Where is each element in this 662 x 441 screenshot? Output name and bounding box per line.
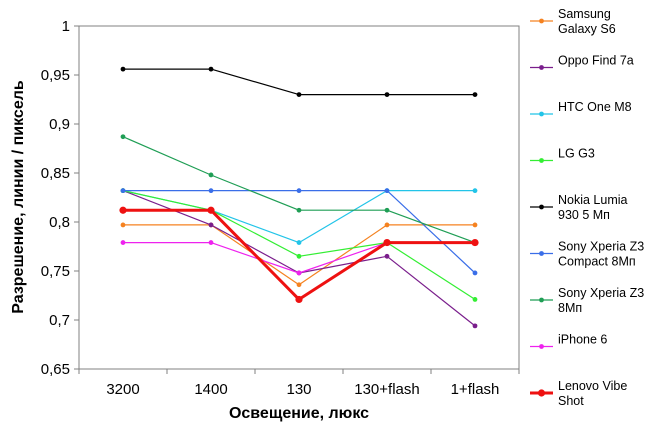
y-axis-ticks: 0,65 0,7 0,75 0,8 0,85 0,9 0,95 1 xyxy=(41,18,79,378)
legend-label: Sony Xperia Z3 8Мп xyxy=(558,286,644,315)
data-point xyxy=(120,240,126,245)
legend-swatch-marker xyxy=(539,251,544,256)
legend-swatch-marker xyxy=(537,389,546,397)
data-point xyxy=(384,207,390,213)
data-point xyxy=(208,188,214,194)
data-point xyxy=(120,188,126,194)
data-point xyxy=(384,188,390,194)
x-axis-title: Освещение, люкс xyxy=(229,405,369,422)
series-lines xyxy=(119,66,479,329)
series-line xyxy=(122,190,475,244)
y-axis-title: Разрешение, линии / пиксель xyxy=(10,80,27,314)
data-point xyxy=(208,172,214,178)
legend-item-sony-xperia-z3-compact-8: Sony Xperia Z3 Compact 8Мп xyxy=(530,240,644,269)
data-point xyxy=(296,92,302,97)
y-tick-label: 0,65 xyxy=(41,361,70,378)
y-tick-label: 1 xyxy=(62,18,70,35)
legend-label: Sony Xperia Z3 Compact 8Мп xyxy=(558,240,644,269)
plot-border xyxy=(78,25,520,370)
data-point xyxy=(472,222,478,228)
legend-item-sony-xperia-z3-8: Sony Xperia Z3 8Мп xyxy=(530,286,644,315)
legend-item-lg-g3: LG G3 xyxy=(530,147,595,163)
data-point xyxy=(472,270,478,276)
series-htc-one-m8 xyxy=(120,188,478,245)
x-tick-label: 130+flash xyxy=(354,381,419,398)
data-point xyxy=(295,295,303,304)
legend-swatch-marker xyxy=(539,297,544,303)
legend-label: Oppo Find 7a xyxy=(558,54,634,68)
legend-swatch-marker xyxy=(539,344,544,349)
legend-swatch-marker xyxy=(539,111,544,117)
y-tick-label: 0,85 xyxy=(41,165,70,182)
legend-label: LG G3 xyxy=(558,147,595,161)
legend-item-iphone-6: iPhone 6 xyxy=(530,333,607,349)
series-sony-xperia-z3-compact-8 xyxy=(120,188,478,276)
x-tick-label: 130 xyxy=(286,381,311,398)
series-line xyxy=(123,68,475,96)
legend-item-htc-one-m8: HTC One M8 xyxy=(530,100,632,117)
legend-swatch-marker xyxy=(539,65,544,70)
data-point xyxy=(384,253,390,259)
data-point xyxy=(296,240,302,245)
y-tick-label: 0,95 xyxy=(41,67,70,84)
data-point xyxy=(472,188,478,194)
legend-label: HTC One M8 xyxy=(558,100,632,114)
data-point xyxy=(296,207,302,213)
legend-swatch-marker xyxy=(539,204,544,210)
x-tick-label: 3200 xyxy=(106,381,139,398)
y-tick-label: 0,8 xyxy=(49,214,70,231)
legend-item-nokia-lumia-930-5: Nokia Lumia 930 5 Мп xyxy=(530,193,628,222)
legend-label: Nokia Lumia 930 5 Мп xyxy=(558,193,628,222)
y-tick-label: 0,7 xyxy=(49,312,70,329)
x-axis-ticks: 3200 1400 130 130+flash 1+flash xyxy=(78,369,520,398)
plot-area xyxy=(78,25,520,370)
series-lenovo-vibe-shot xyxy=(119,206,479,304)
data-point xyxy=(120,222,126,228)
legend-label: Lenovo Vibe Shot xyxy=(558,379,627,408)
legend-item-oppo-find-7a: Oppo Find 7a xyxy=(530,54,634,70)
legend-item-samsung-galaxy-s6: Samsung Galaxy S6 xyxy=(530,7,616,36)
data-point xyxy=(472,323,478,329)
data-point xyxy=(296,253,302,259)
legend: Samsung Galaxy S6 Oppo Find 7a HTC One M8 LG… xyxy=(530,7,644,408)
data-point xyxy=(296,188,302,194)
y-tick-label: 0,9 xyxy=(49,116,70,133)
data-point xyxy=(384,92,390,97)
data-point xyxy=(296,270,302,276)
x-tick-label: 1+flash xyxy=(451,381,500,398)
legend-swatch-marker xyxy=(539,158,544,163)
data-point xyxy=(471,238,479,247)
y-tick-label: 0,75 xyxy=(41,263,70,280)
legend-swatch-marker xyxy=(539,18,544,24)
series-nokia-lumia-930-5 xyxy=(120,66,478,97)
data-point xyxy=(472,297,478,302)
data-point xyxy=(472,92,478,97)
data-point xyxy=(207,206,215,214)
legend-item-lenovo-vibe-shot: Lenovo Vibe Shot xyxy=(530,379,627,408)
data-point xyxy=(119,206,127,214)
data-point xyxy=(208,66,214,72)
x-tick-label: 1400 xyxy=(194,381,227,398)
data-point xyxy=(120,66,126,72)
data-point xyxy=(208,222,214,228)
data-point xyxy=(208,240,214,245)
legend-label: Samsung Galaxy S6 xyxy=(558,7,616,36)
data-point xyxy=(120,134,126,140)
data-point xyxy=(296,282,302,288)
data-point xyxy=(383,238,391,247)
data-point xyxy=(384,222,390,228)
legend-label: iPhone 6 xyxy=(558,333,607,347)
